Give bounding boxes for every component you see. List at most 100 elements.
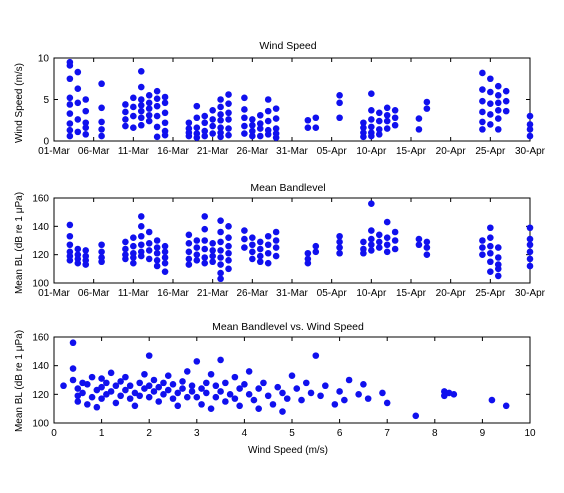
data-point [74, 85, 82, 93]
data-point [479, 69, 486, 77]
data-point [188, 388, 196, 395]
data-point [169, 395, 177, 402]
data-point [98, 241, 105, 249]
data-point [122, 245, 129, 253]
data-point [164, 372, 172, 380]
data-point [66, 110, 74, 117]
data-point [145, 240, 153, 247]
data-point [225, 242, 232, 250]
data-point [209, 258, 216, 266]
y-tick-label: 120 [32, 390, 49, 401]
data-point [209, 252, 216, 260]
data-point [88, 373, 96, 381]
data-point [193, 251, 201, 258]
data-point [137, 96, 145, 103]
data-point [217, 228, 224, 236]
data-point [93, 403, 101, 411]
data-point [193, 244, 201, 251]
data-point [256, 258, 264, 266]
data-point [84, 381, 91, 388]
data-point [375, 238, 383, 246]
data-point [479, 244, 486, 251]
data-point [66, 221, 74, 229]
data-point [423, 105, 431, 112]
data-point [84, 401, 91, 408]
data-point [225, 91, 232, 98]
data-point [375, 126, 383, 133]
data-point [201, 225, 209, 233]
data-point [212, 382, 220, 390]
data-point [174, 389, 182, 397]
data-point [188, 382, 196, 390]
data-point [383, 399, 391, 407]
data-point [269, 401, 277, 408]
data-point [226, 391, 234, 398]
data-point [391, 121, 399, 129]
data-point [423, 98, 431, 106]
x-tick-label: 10-Apr [356, 146, 387, 157]
x-tick-label: 8 [432, 428, 438, 439]
data-point [304, 116, 312, 124]
x-tick-label: 10-Apr [356, 288, 387, 299]
data-point [304, 259, 312, 267]
data-point [256, 252, 264, 260]
data-point [122, 238, 129, 246]
data-point [150, 376, 158, 384]
data-point [74, 245, 82, 253]
data-point [209, 122, 216, 130]
data-point [198, 401, 205, 408]
data-point [217, 96, 224, 103]
data-point [82, 96, 90, 103]
data-point [250, 396, 258, 404]
x-tick-label: 30-Apr [515, 288, 546, 299]
data-point [201, 245, 209, 253]
data-point [423, 238, 431, 246]
chart-title: Mean Bandlevel [250, 182, 325, 194]
data-point [302, 379, 310, 387]
x-tick-label: 4 [242, 428, 248, 439]
data-point [241, 114, 248, 122]
data-point [209, 247, 216, 254]
data-point [255, 405, 262, 412]
data-point [368, 90, 375, 97]
y-tick-label: 160 [32, 194, 49, 205]
data-point [153, 249, 161, 257]
x-tick-label: 01-Mar [38, 146, 70, 157]
data-point [526, 132, 534, 140]
data-point [122, 101, 129, 108]
data-point [153, 262, 161, 270]
data-point [415, 235, 423, 243]
x-tick-label: 15-Apr [396, 146, 427, 157]
data-point [526, 255, 534, 263]
x-tick-label: 31-Mar [276, 288, 308, 299]
data-point [145, 105, 153, 112]
data-point [66, 232, 74, 240]
x-tick-label: 21-Mar [197, 288, 229, 299]
data-point [201, 119, 209, 127]
x-tick-label: 7 [384, 428, 390, 439]
x-tick-label: 20-Apr [436, 288, 467, 299]
data-point [375, 231, 383, 239]
data-point [249, 127, 256, 135]
data-point [494, 244, 502, 251]
data-point [488, 396, 496, 404]
data-point [74, 68, 82, 76]
wind-speed-panel: Wind Speed Wind Speed (m/s) 01-Mar 06-Mar… [14, 40, 546, 157]
data-point [375, 109, 383, 117]
data-point [217, 111, 224, 118]
data-point [487, 100, 494, 107]
data-point [169, 381, 177, 388]
data-point [487, 258, 494, 266]
data-point [137, 252, 145, 260]
data-point [502, 402, 510, 410]
data-point [225, 109, 232, 117]
data-point [136, 392, 143, 400]
data-point [312, 124, 320, 132]
data-point [336, 92, 343, 99]
data-point [368, 132, 375, 140]
data-point [312, 242, 320, 250]
data-point [494, 272, 502, 280]
data-point [74, 392, 82, 400]
data-point [360, 381, 367, 388]
